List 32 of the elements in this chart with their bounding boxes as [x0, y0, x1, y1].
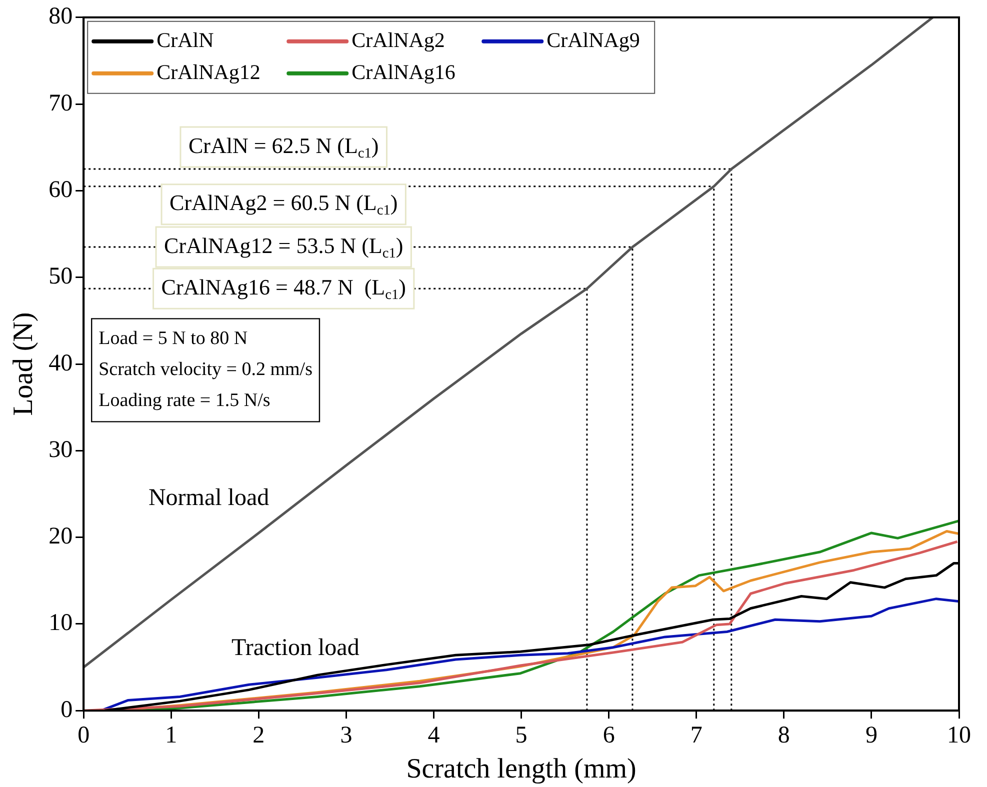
- y-tick-label: 80: [48, 4, 73, 30]
- y-tick-label: 20: [48, 524, 73, 550]
- y-tick-label: 30: [48, 436, 73, 463]
- x-tick-label: 9: [865, 722, 878, 748]
- legend-label: CrAlNAg12: [156, 60, 260, 84]
- legend-label: CrAlN: [156, 28, 214, 52]
- y-tick-label: 70: [48, 90, 73, 116]
- annotation: Load = 5 N to 80 N: [98, 328, 248, 350]
- annotation: Loading rate = 1.5 N/s: [98, 390, 270, 412]
- x-tick-label: 8: [778, 722, 790, 748]
- y-tick-label: 10: [48, 610, 73, 636]
- y-tick-label: 60: [48, 176, 73, 203]
- annotation: Normal load: [148, 484, 270, 511]
- annotation: Scratch velocity = 0.2 mm/s: [98, 359, 312, 380]
- x-tick-label: 7: [690, 722, 702, 748]
- x-axis-title: Scratch length (mm): [406, 754, 636, 785]
- legend-label: CrAlNAg16: [352, 60, 456, 84]
- annotation: Traction load: [232, 635, 360, 662]
- y-axis-title: Load (N): [8, 312, 40, 416]
- x-tick-label: 0: [78, 722, 90, 748]
- legend-label: CrAlNAg2: [352, 28, 445, 52]
- x-tick-label: 2: [252, 722, 265, 748]
- x-tick-label: 10: [947, 722, 971, 748]
- y-tick-label: 0: [60, 696, 73, 723]
- x-tick-label: 1: [165, 722, 178, 748]
- x-tick-label: 6: [602, 722, 615, 748]
- y-tick-label: 50: [48, 264, 73, 290]
- y-tick-label: 40: [48, 350, 73, 376]
- x-tick-label: 5: [515, 722, 528, 748]
- legend-label: CrAlNAg9: [546, 28, 640, 52]
- x-tick-label: 3: [340, 722, 352, 748]
- x-tick-label: 4: [428, 722, 440, 748]
